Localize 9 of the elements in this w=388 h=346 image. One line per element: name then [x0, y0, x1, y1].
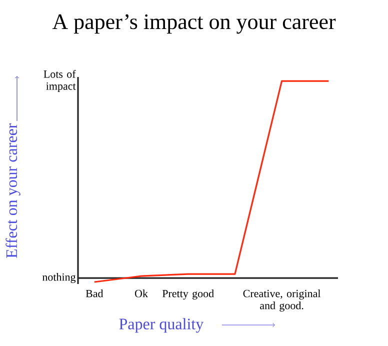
- x-tick-label: Creative, original and good.: [243, 290, 321, 312]
- y-axis-title: Effect on your career: [6, 123, 20, 258]
- text: nothing: [42, 273, 76, 284]
- x-tick-label: Bad: [86, 290, 104, 298]
- x-tick-label: Ok: [134, 290, 148, 298]
- x-tick-label: Pretty good: [162, 290, 214, 300]
- chart-title: A paper’s impact on your career: [52, 14, 336, 34]
- x-axis-title: Paper quality: [119, 318, 204, 333]
- text: Lots of impact: [44, 70, 76, 92]
